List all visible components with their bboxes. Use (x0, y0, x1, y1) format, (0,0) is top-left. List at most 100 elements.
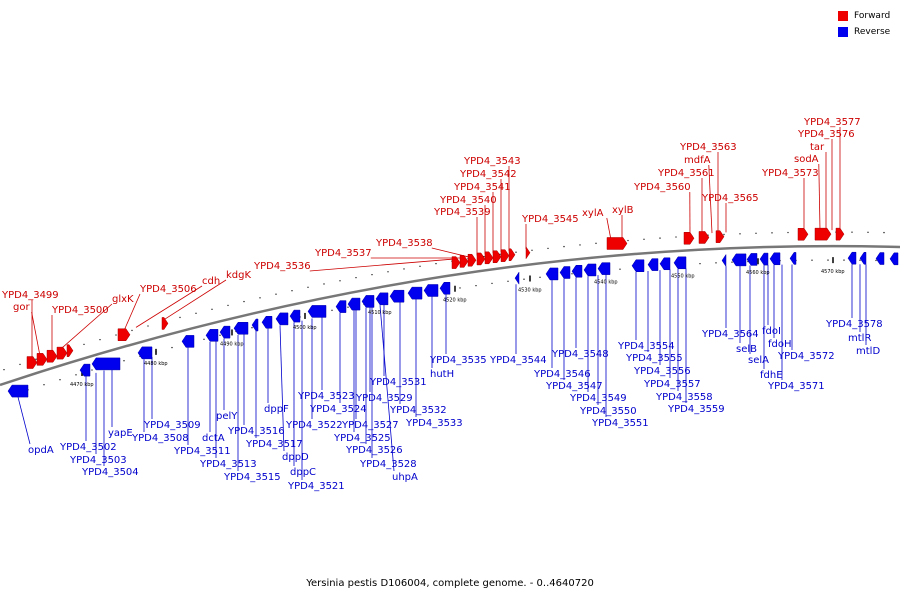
reverse-track-dot (43, 384, 45, 386)
reverse-gene-label: mtlD (856, 346, 880, 357)
forward-gene-label: sodA (794, 154, 819, 165)
reverse-gene-label: opdA (28, 445, 54, 456)
forward-track-dot (531, 249, 533, 251)
kbp-tick-label: 4550 kbp (671, 274, 695, 280)
forward-gene (46, 349, 58, 363)
reverse-gene (91, 357, 121, 371)
forward-gene-label: YPD4_3565 (701, 193, 759, 204)
forward-track-dot (867, 231, 869, 234)
reverse-track-dot (539, 276, 541, 279)
reverse-gene-label: YPD4_3504 (81, 467, 139, 478)
forward-track-dot (243, 300, 245, 303)
legend-forward: Forward (838, 9, 890, 23)
reverse-gene-label: YPD4_3527 (341, 420, 399, 431)
forward-track-dot (627, 239, 629, 242)
forward-track-dot (35, 358, 37, 360)
reverse-gene-label: fdoI (762, 326, 781, 337)
reverse-track-dot (507, 280, 509, 282)
reverse-gene-label: YPD4_3513 (199, 459, 257, 470)
reverse-gene-label: YPD4_3515 (223, 472, 281, 483)
forward-gene-label: YPD4_3545 (521, 214, 579, 225)
forward-track-dot (227, 304, 229, 307)
reverse-gene (79, 363, 91, 377)
reverse-gene-label: uhpA (392, 472, 418, 483)
label-connectors (17, 127, 867, 480)
reverse-track-dot (347, 306, 349, 308)
reverse-gene (746, 253, 758, 266)
reverse-track-dot (459, 287, 461, 289)
reverse-gene (889, 252, 899, 266)
reverse-gene-label: yapE (108, 428, 133, 439)
forward-track-dot (3, 368, 5, 371)
forward-track-dot (595, 242, 597, 245)
reverse-gene-label: dppF (264, 404, 289, 415)
reverse-track-dot (843, 259, 845, 261)
forward-gene-label: YPD4_3543 (463, 156, 521, 167)
forward-track-dot (643, 238, 645, 240)
reverse-gene-label: YPD4_3511 (173, 446, 231, 457)
reverse-track-dot (203, 338, 205, 341)
reverse-gene-label: YPD4_3554 (617, 341, 675, 352)
forward-track-dot (739, 233, 741, 235)
reverse-gene (307, 305, 327, 318)
reverse-gene-label: YPD4_3564 (701, 329, 759, 340)
reverse-gene-label: YPD4_3521 (287, 481, 345, 492)
forward-gene-label: YPD4_3537 (314, 248, 372, 259)
forward-gene (525, 245, 531, 260)
forward-gene (508, 248, 516, 262)
reverse-gene (361, 295, 375, 308)
forward-track-dot (115, 334, 117, 336)
reverse-gene-label: YPD4_3550 (579, 406, 637, 417)
forward-track-dot (563, 245, 565, 248)
reverse-track-dot (715, 262, 717, 264)
forward-track-dot (195, 312, 197, 315)
forward-label-connector (606, 217, 612, 241)
forward-track-dot (259, 297, 261, 299)
legend-forward-label: Forward (854, 11, 891, 21)
reverse-gene (389, 289, 405, 303)
forward-track-dot (675, 236, 677, 238)
reverse-track-dot (91, 369, 93, 371)
forward-gene (835, 227, 845, 241)
reverse-gene-label: YPD4_3578 (825, 319, 883, 330)
forward-label-connector (708, 164, 713, 234)
reverse-label-connector (279, 325, 285, 452)
forward-gene-label: kdgK (226, 270, 251, 281)
reverse-gene-label: YPD4_3556 (633, 366, 691, 377)
reverse-gene (875, 252, 885, 265)
reverse-track-dot (331, 309, 333, 312)
reverse-gene-label: YPD4_3549 (569, 393, 627, 404)
forward-label-connector (818, 163, 821, 231)
reverse-gene (261, 316, 273, 329)
forward-track-dot (371, 273, 373, 276)
forward-track-dot (339, 280, 341, 282)
reverse-gene (251, 318, 259, 332)
reverse-track-dot (59, 379, 61, 381)
reverse-gene-label: selB (736, 344, 757, 355)
reverse-gene-label: YPD4_3502 (59, 442, 117, 453)
reverse-gene-label: fdoH (768, 339, 792, 350)
reverse-gene-label: dctA (202, 433, 225, 444)
legend-reverse-label: Reverse (854, 27, 891, 37)
forward-track-dot (755, 232, 757, 235)
forward-gene (26, 356, 38, 369)
reverse-gene-label: YPD4_3508 (131, 433, 189, 444)
reverse-track-dot (475, 284, 477, 287)
reverse-gene (375, 292, 389, 306)
reverse-gene-label: YPD4_3531 (369, 377, 427, 388)
reverse-track-dot (731, 261, 733, 263)
kbp-tick-label: 4570 kbp (821, 269, 845, 275)
reverse-gene-label: dppC (290, 467, 316, 478)
reverse-gene (289, 309, 301, 323)
reverse-track-dot (619, 268, 621, 270)
reverse-gene-label: YPD4_3517 (245, 439, 303, 450)
forward-label-connector (135, 285, 203, 328)
forward-gene-label: YPD4_3560 (633, 182, 691, 193)
forward-label-connector (163, 279, 227, 321)
forward-gene (715, 230, 725, 243)
reverse-gene (847, 251, 857, 265)
forward-gene (451, 256, 461, 269)
forward-gene-label: YPD4_3542 (459, 169, 517, 180)
reverse-gene-label: YPD4_3557 (643, 379, 701, 390)
